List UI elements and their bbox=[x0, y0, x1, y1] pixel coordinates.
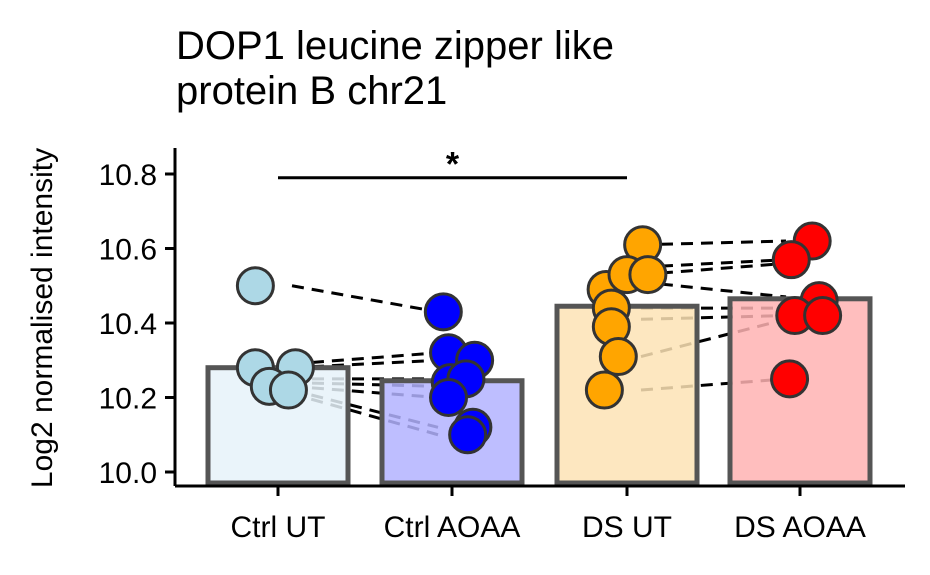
y-tick-label: 10.8 bbox=[99, 159, 157, 192]
bars bbox=[205, 296, 873, 486]
chart-title-line: DOP1 leucine zipper like bbox=[176, 24, 614, 68]
y-tick-label: 10.6 bbox=[99, 234, 157, 267]
data-point bbox=[584, 370, 624, 410]
paired-line bbox=[291, 351, 439, 366]
x-tick-label: Ctrl UT bbox=[231, 511, 326, 544]
x-tick-label: Ctrl AOAA bbox=[384, 511, 521, 544]
data-point bbox=[770, 359, 810, 399]
paired-line bbox=[640, 280, 787, 299]
data-point bbox=[429, 378, 469, 417]
paired-line bbox=[640, 239, 787, 247]
paired-lines bbox=[291, 239, 787, 437]
significance-annotation: * bbox=[278, 146, 627, 184]
data-point bbox=[598, 337, 638, 377]
data-point bbox=[423, 292, 463, 332]
y-tick-label: 10.2 bbox=[99, 383, 157, 416]
axes: 10.0 10.2 10.4 10.6 10.8 Ctrl UT Ctrl AOAA DS U… bbox=[99, 148, 905, 544]
paired-line bbox=[291, 284, 439, 314]
data-points bbox=[235, 221, 843, 455]
significance-label: * bbox=[446, 146, 460, 184]
bar bbox=[205, 365, 351, 486]
x-tick-label: DS UT bbox=[582, 511, 672, 544]
chart-title-line: protein B chr21 bbox=[176, 69, 447, 113]
data-point bbox=[448, 415, 488, 455]
data-point bbox=[628, 255, 668, 295]
data-point bbox=[235, 266, 275, 306]
y-tick-label: 10.4 bbox=[99, 308, 157, 341]
y-tick-label: 10.0 bbox=[99, 457, 157, 490]
data-point bbox=[771, 240, 811, 280]
y-axis-title: Log2 normalised intensity bbox=[26, 148, 59, 488]
data-point bbox=[803, 296, 843, 336]
data-point bbox=[268, 370, 308, 410]
x-tick-label: DS AOAA bbox=[734, 511, 866, 544]
